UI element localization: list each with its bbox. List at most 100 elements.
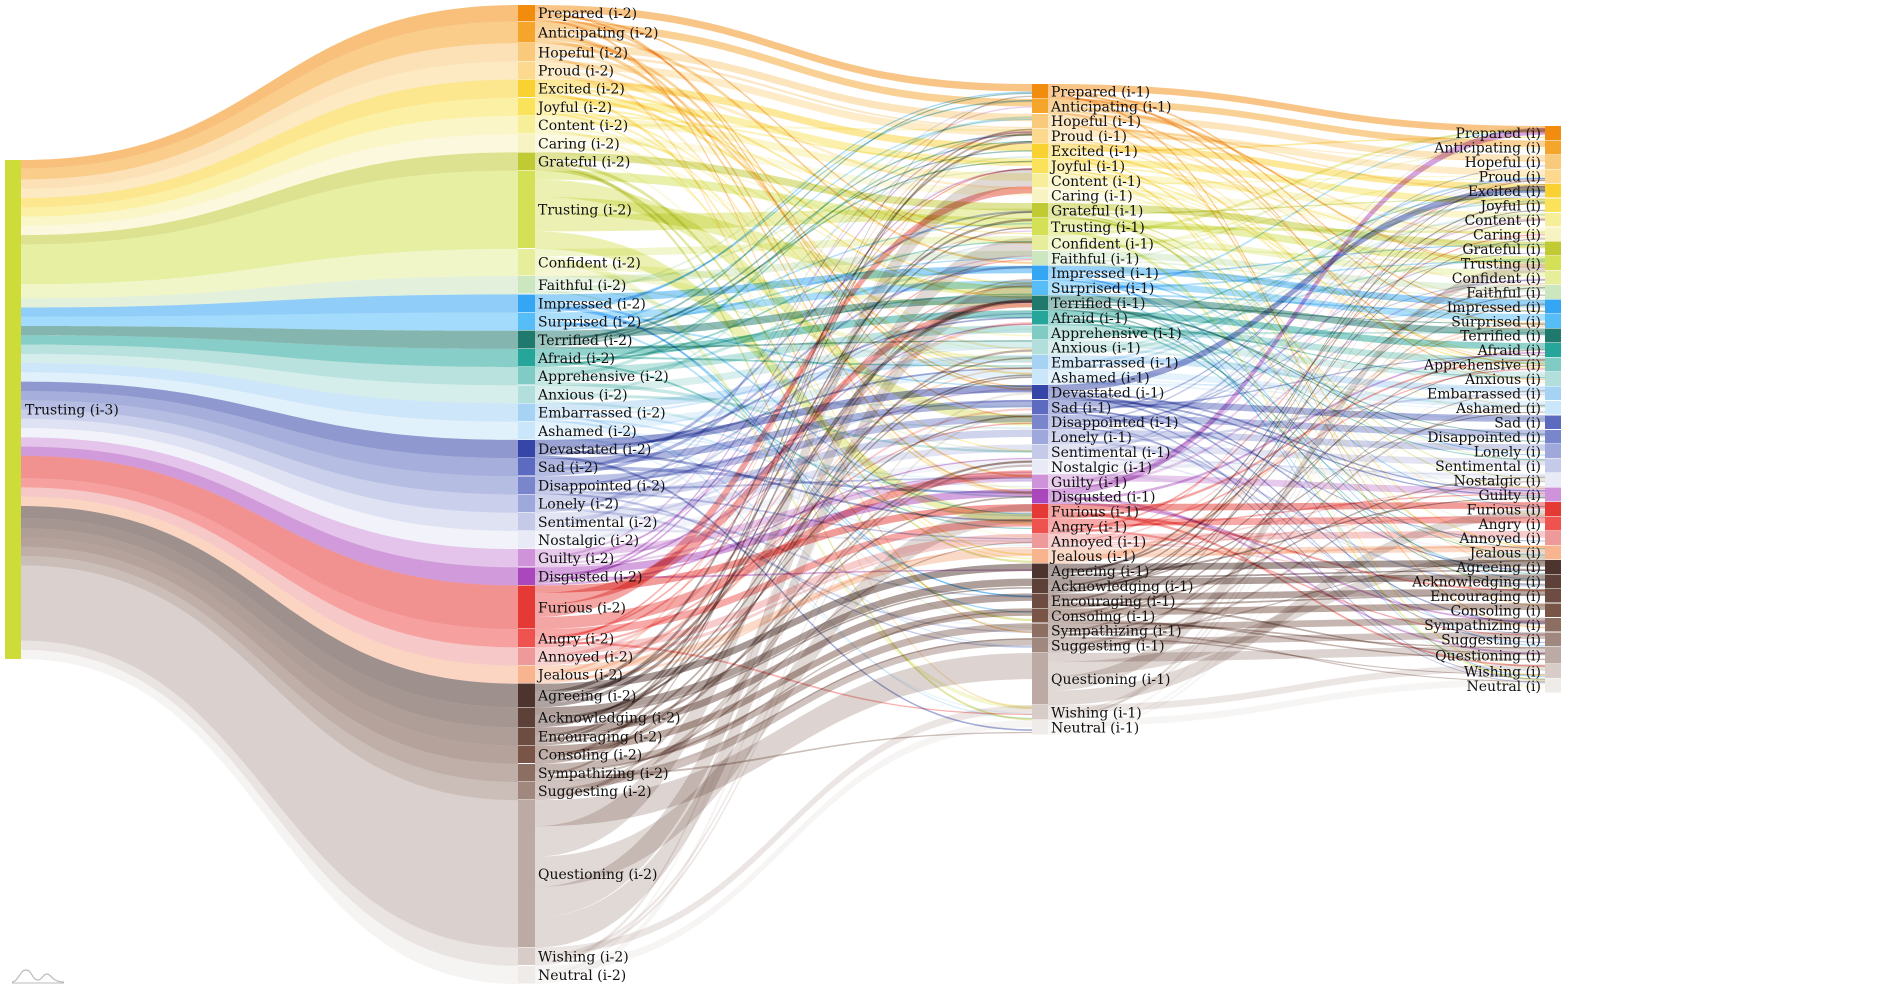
node-sad-col-1[interactable] (1032, 399, 1048, 415)
node-caring-col-0[interactable] (518, 134, 535, 152)
node-embarrassed-col-0[interactable] (518, 403, 535, 422)
node-proud-col-2[interactable] (1545, 169, 1561, 184)
node-consoling-col-0[interactable] (518, 745, 535, 764)
node-proud-col-0[interactable] (518, 61, 535, 80)
node-prepared-col-0[interactable] (518, 5, 535, 21)
node-faithful-col-0[interactable] (518, 276, 535, 294)
node-excited-col-2[interactable] (1545, 183, 1561, 198)
node-questioning-col-2[interactable] (1545, 646, 1561, 664)
node-neutral-col-1[interactable] (1032, 720, 1048, 735)
node-agreeing-col-2[interactable] (1545, 559, 1561, 574)
node-grateful-col-1[interactable] (1032, 203, 1048, 218)
node-anxious-col-1[interactable] (1032, 340, 1048, 355)
node-nostalgic-col-0[interactable] (518, 530, 535, 549)
node-trusting-col-0[interactable] (518, 170, 535, 249)
node-caring-col-1[interactable] (1032, 188, 1048, 203)
node-surprised-col-1[interactable] (1032, 280, 1048, 295)
node-consoling-col-1[interactable] (1032, 608, 1048, 623)
node-ashamed-col-0[interactable] (518, 421, 535, 440)
node-terrified-col-0[interactable] (518, 330, 535, 349)
node-excited-col-1[interactable] (1032, 143, 1048, 158)
node-agreeing-col-0[interactable] (518, 683, 535, 707)
node-impressed-col-0[interactable] (518, 294, 535, 312)
node-caring-col-2[interactable] (1545, 227, 1561, 242)
node-surprised-col-0[interactable] (518, 312, 535, 331)
node-content-col-2[interactable] (1545, 212, 1561, 227)
node-trusting-i-3[interactable] (5, 160, 21, 659)
node-neutral-col-0[interactable] (518, 965, 535, 984)
node-content-col-1[interactable] (1032, 173, 1048, 188)
node-prepared-col-2[interactable] (1545, 126, 1561, 140)
node-afraid-col-0[interactable] (518, 348, 535, 367)
node-joyful-col-0[interactable] (518, 97, 535, 116)
node-sympathizing-col-1[interactable] (1032, 623, 1048, 638)
node-sad-col-2[interactable] (1545, 415, 1561, 430)
node-joyful-col-1[interactable] (1032, 158, 1048, 173)
node-disappointed-col-0[interactable] (518, 476, 535, 494)
node-anxious-col-0[interactable] (518, 385, 535, 403)
node-impressed-col-1[interactable] (1032, 265, 1048, 281)
node-angry-col-1[interactable] (1032, 518, 1048, 534)
node-confident-col-0[interactable] (518, 248, 535, 276)
node-acknowledging-col-1[interactable] (1032, 578, 1048, 593)
node-apprehensive-col-1[interactable] (1032, 325, 1048, 340)
node-surprised-col-2[interactable] (1545, 314, 1561, 328)
node-disappointed-col-1[interactable] (1032, 414, 1048, 430)
node-anxious-col-2[interactable] (1545, 371, 1561, 386)
node-lonely-col-1[interactable] (1032, 429, 1048, 444)
node-guilty-col-0[interactable] (518, 549, 535, 567)
node-annoyed-col-1[interactable] (1032, 533, 1048, 549)
node-embarrassed-col-1[interactable] (1032, 355, 1048, 370)
node-grateful-col-2[interactable] (1545, 241, 1561, 256)
node-sad-col-0[interactable] (518, 458, 535, 476)
node-encouraging-col-0[interactable] (518, 727, 535, 746)
node-annoyed-col-0[interactable] (518, 647, 535, 665)
node-sympathizing-col-0[interactable] (518, 763, 535, 782)
node-disgusted-col-0[interactable] (518, 567, 535, 585)
node-anticipating-col-1[interactable] (1032, 98, 1048, 114)
node-wishing-col-1[interactable] (1032, 705, 1048, 720)
node-sentimental-col-1[interactable] (1032, 444, 1048, 459)
node-proud-col-1[interactable] (1032, 128, 1048, 143)
node-terrified-col-2[interactable] (1545, 328, 1561, 343)
node-jealous-col-2[interactable] (1545, 545, 1561, 560)
node-angry-col-0[interactable] (518, 629, 535, 647)
node-furious-col-2[interactable] (1545, 502, 1561, 516)
node-furious-col-0[interactable] (518, 585, 535, 629)
node-sympathizing-col-2[interactable] (1545, 617, 1561, 632)
node-trusting-col-2[interactable] (1545, 256, 1561, 271)
node-jealous-col-0[interactable] (518, 665, 535, 684)
node-devastated-col-1[interactable] (1032, 384, 1048, 400)
node-annoyed-col-2[interactable] (1545, 531, 1561, 545)
node-prepared-col-1[interactable] (1032, 84, 1048, 99)
node-afraid-col-2[interactable] (1545, 342, 1561, 357)
node-grateful-col-0[interactable] (518, 152, 535, 170)
node-hopeful-col-0[interactable] (518, 43, 535, 61)
node-afraid-col-1[interactable] (1032, 310, 1048, 325)
node-ashamed-col-2[interactable] (1545, 400, 1561, 415)
node-faithful-col-2[interactable] (1545, 285, 1561, 299)
node-terrified-col-1[interactable] (1032, 295, 1048, 310)
node-anticipating-col-2[interactable] (1545, 140, 1561, 155)
node-encouraging-col-2[interactable] (1545, 588, 1561, 603)
node-questioning-col-0[interactable] (518, 800, 535, 948)
node-trusting-col-1[interactable] (1032, 218, 1048, 236)
node-confident-col-1[interactable] (1032, 235, 1048, 251)
node-ashamed-col-1[interactable] (1032, 370, 1048, 385)
node-hopeful-col-1[interactable] (1032, 113, 1048, 129)
node-guilty-col-1[interactable] (1032, 474, 1048, 489)
node-disappointed-col-2[interactable] (1545, 429, 1561, 444)
node-furious-col-1[interactable] (1032, 504, 1048, 519)
node-apprehensive-col-2[interactable] (1545, 357, 1561, 372)
node-confident-col-2[interactable] (1545, 270, 1561, 285)
node-angry-col-2[interactable] (1545, 516, 1561, 531)
node-suggesting-col-0[interactable] (518, 782, 535, 800)
node-acknowledging-col-2[interactable] (1545, 574, 1561, 589)
node-encouraging-col-1[interactable] (1032, 593, 1048, 608)
node-suggesting-col-1[interactable] (1032, 638, 1048, 653)
node-lonely-col-0[interactable] (518, 494, 535, 513)
node-suggesting-col-2[interactable] (1545, 632, 1561, 647)
node-nostalgic-col-2[interactable] (1545, 473, 1561, 488)
node-agreeing-col-1[interactable] (1032, 563, 1048, 578)
node-neutral-col-2[interactable] (1545, 678, 1561, 693)
